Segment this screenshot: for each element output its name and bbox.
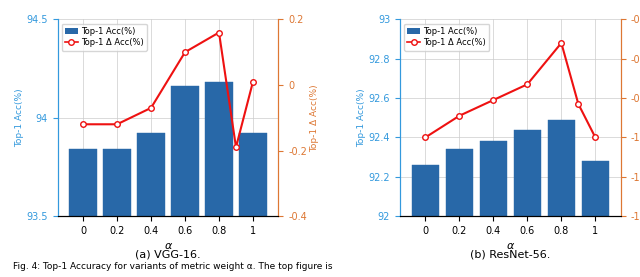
- Text: (b) ResNet-56.: (b) ResNet-56.: [470, 249, 550, 259]
- Bar: [104, 149, 131, 277]
- Bar: [582, 161, 609, 277]
- Bar: [205, 82, 232, 277]
- Bar: [446, 149, 473, 277]
- Legend: Top-1 Acc(%), Top-1 Δ Acc(%): Top-1 Acc(%), Top-1 Δ Acc(%): [62, 24, 147, 51]
- Bar: [548, 120, 575, 277]
- Bar: [239, 134, 267, 277]
- Legend: Top-1 Acc(%), Top-1 Δ Acc(%): Top-1 Acc(%), Top-1 Δ Acc(%): [404, 24, 490, 51]
- Bar: [480, 141, 507, 277]
- Text: Fig. 4: Top-1 Accuracy for variants of metric weight α. The top figure is: Fig. 4: Top-1 Accuracy for variants of m…: [13, 263, 332, 271]
- Bar: [138, 134, 164, 277]
- Y-axis label: Top-1 Δ Acc(%): Top-1 Δ Acc(%): [310, 84, 319, 152]
- Bar: [514, 130, 541, 277]
- X-axis label: α: α: [507, 241, 514, 251]
- Y-axis label: Top-1 Acc(%): Top-1 Acc(%): [357, 88, 366, 147]
- Bar: [412, 165, 439, 277]
- Bar: [70, 149, 97, 277]
- X-axis label: α: α: [164, 241, 172, 251]
- Y-axis label: Top-1 Acc(%): Top-1 Acc(%): [15, 88, 24, 147]
- Bar: [172, 86, 198, 277]
- Text: (a) VGG-16.: (a) VGG-16.: [135, 249, 201, 259]
